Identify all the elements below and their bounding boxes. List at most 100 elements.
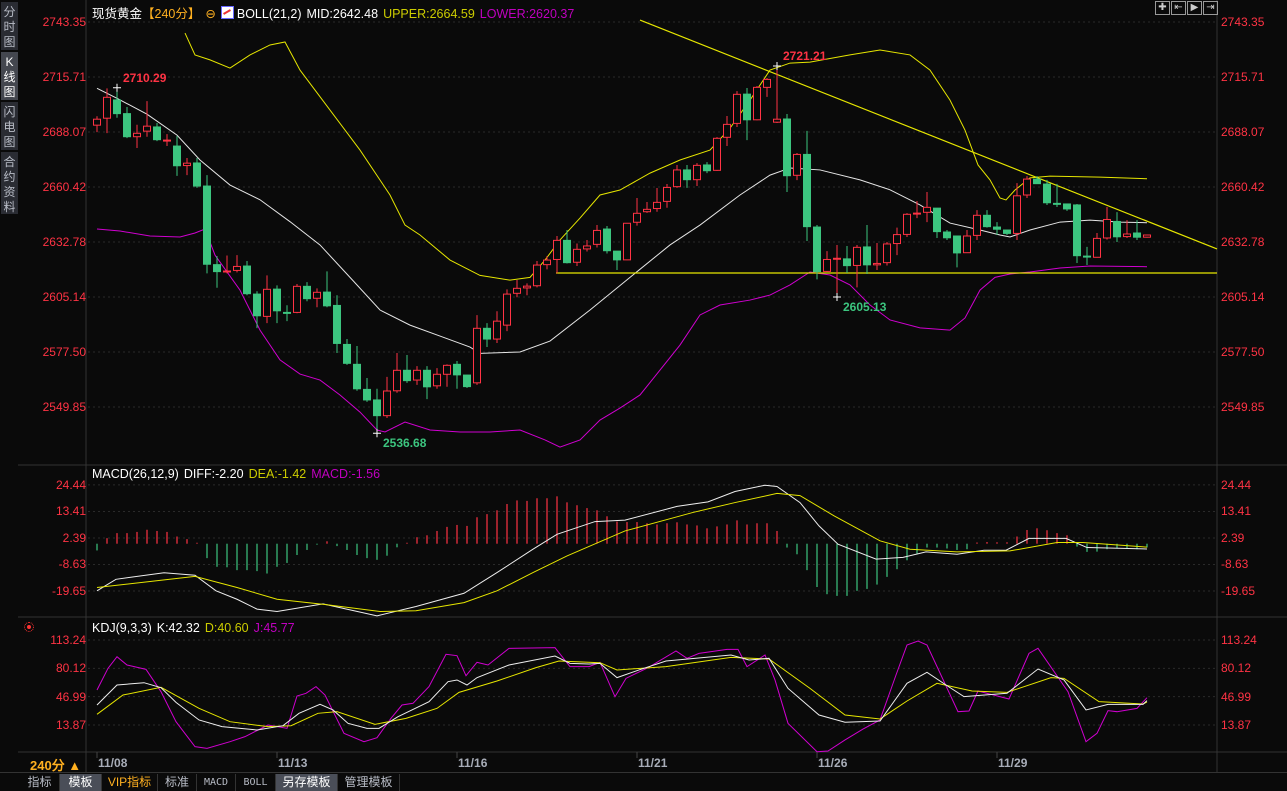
kdj-tick-left: 13.87 bbox=[55, 717, 86, 732]
kdj-k-line bbox=[96, 654, 1148, 731]
candle-up bbox=[413, 369, 421, 381]
candle-down bbox=[813, 226, 821, 273]
tab-vip-indicator[interactable]: VIP指标 bbox=[102, 774, 158, 791]
candle-down bbox=[613, 250, 621, 261]
candle-down bbox=[123, 113, 131, 138]
price-tick-left: 2715.71 bbox=[42, 69, 86, 84]
macd-tick-right: 13.41 bbox=[1221, 504, 1252, 519]
boll-lower-line bbox=[96, 228, 1148, 448]
macd-dea-line bbox=[96, 492, 1148, 613]
candle-down bbox=[603, 228, 611, 252]
candle-up bbox=[653, 201, 661, 210]
crosshair-icon[interactable]: ✚ bbox=[1155, 1, 1170, 15]
macd-tick-right: -8.63 bbox=[1221, 557, 1249, 572]
candle-down bbox=[1113, 220, 1121, 238]
candle-down bbox=[303, 285, 311, 300]
candle-down bbox=[213, 264, 221, 273]
boll-params: BOLL(21,2) bbox=[236, 7, 302, 21]
candle-up bbox=[223, 270, 231, 273]
price-tick-left: 2605.14 bbox=[42, 289, 86, 304]
candle-down bbox=[463, 374, 471, 388]
period-selector[interactable]: 240分 ▲ bbox=[30, 758, 82, 773]
sidebar-tab-flash[interactable]: 闪电图 bbox=[1, 102, 18, 150]
candle-up bbox=[833, 257, 841, 260]
move-right-icon[interactable]: ⇥ bbox=[1203, 1, 1218, 15]
candle-down bbox=[683, 169, 691, 181]
macd-params: MACD(26,12,9) bbox=[92, 467, 179, 481]
zoom-out-icon[interactable]: ▶ bbox=[1187, 1, 1202, 15]
tab-template[interactable]: 模板 bbox=[60, 774, 102, 791]
candle-up bbox=[183, 162, 191, 167]
instrument-name: 现货黄金 bbox=[92, 7, 143, 21]
macd-tick-left: -19.65 bbox=[51, 583, 86, 598]
macd-value: MACD:-1.56 bbox=[311, 467, 381, 481]
candle-down bbox=[1003, 229, 1011, 234]
candle-down bbox=[1083, 255, 1091, 258]
tab-macd[interactable]: MACD bbox=[197, 774, 236, 791]
candle-down bbox=[403, 369, 411, 382]
candle-down bbox=[153, 126, 161, 141]
price-tick-right: 2632.78 bbox=[1221, 235, 1265, 249]
kdj-tick-right: 13.87 bbox=[1221, 717, 1252, 732]
kdj-tick-left: 46.99 bbox=[55, 689, 86, 704]
sidebar-tab-label: 分时图 bbox=[3, 5, 16, 49]
sidebar-tab-contract-info[interactable]: 合约资料 bbox=[1, 152, 18, 214]
candle-down bbox=[953, 235, 961, 254]
candle-up bbox=[873, 262, 881, 266]
tab-manage-template[interactable]: 管理模板 bbox=[338, 774, 400, 791]
candle-up bbox=[883, 243, 891, 264]
candle-down bbox=[843, 258, 851, 267]
candle-up bbox=[523, 285, 531, 289]
kdj-header: KDJ(9,3,3) K:42.32 D:40.60 J:45.77 bbox=[92, 621, 300, 635]
candle-down bbox=[983, 214, 991, 228]
candle-up bbox=[763, 78, 771, 88]
candle-up bbox=[503, 293, 511, 326]
candle-down bbox=[333, 304, 341, 344]
candle-up bbox=[663, 186, 671, 202]
boll-upper-line bbox=[184, 32, 1148, 281]
extreme-marker-icon bbox=[773, 62, 781, 71]
boll-chart-icon bbox=[220, 6, 234, 19]
date-label: 11/13 bbox=[278, 756, 308, 770]
tab-save-template[interactable]: 另存模板 bbox=[276, 774, 338, 791]
candle-up bbox=[163, 139, 171, 142]
candle-up bbox=[793, 153, 801, 176]
extreme-price-label: 2710.29 bbox=[123, 71, 167, 85]
kdj-j: J:45.77 bbox=[253, 621, 295, 635]
date-label: 11/26 bbox=[818, 756, 848, 770]
candle-up bbox=[233, 265, 241, 271]
date-label: 11/21 bbox=[638, 756, 668, 770]
candle-up bbox=[1093, 237, 1101, 258]
price-tick-right: 2605.14 bbox=[1221, 289, 1265, 304]
candle-up bbox=[673, 169, 681, 188]
zoom-in-icon[interactable]: ⇤ bbox=[1171, 1, 1186, 15]
tab-standard[interactable]: 标准 bbox=[158, 774, 197, 791]
macd-tick-right: 24.44 bbox=[1221, 477, 1252, 492]
kdj-d-line bbox=[96, 656, 1148, 728]
kdj-settings-icon[interactable] bbox=[24, 622, 34, 632]
zoom-toggle-icon[interactable]: ⊖ bbox=[205, 7, 216, 21]
tab-indicator[interactable]: 指标 bbox=[20, 774, 60, 791]
candle-down bbox=[203, 185, 211, 265]
candle-down bbox=[353, 363, 361, 390]
candle-up bbox=[493, 320, 501, 340]
price-tick-right: 2715.71 bbox=[1221, 69, 1265, 84]
candle-down bbox=[453, 363, 461, 376]
price-tick-right: 2577.50 bbox=[1221, 344, 1265, 359]
candle-up bbox=[473, 327, 481, 384]
price-tick-left: 2743.35 bbox=[42, 15, 86, 29]
candle-down bbox=[1053, 202, 1061, 205]
tab-boll[interactable]: BOLL bbox=[236, 774, 276, 791]
kdj-tick-right: 80.12 bbox=[1221, 661, 1252, 676]
candle-down bbox=[563, 239, 571, 264]
extreme-price-label: 2605.13 bbox=[843, 300, 887, 314]
price-tick-right: 2660.42 bbox=[1221, 180, 1265, 194]
candle-up bbox=[693, 164, 701, 181]
candle-down bbox=[863, 246, 871, 266]
candle-down bbox=[483, 327, 491, 340]
candle-up bbox=[823, 258, 831, 272]
sidebar-tab-timeshare[interactable]: 分时图 bbox=[1, 2, 18, 50]
candle-up bbox=[313, 291, 321, 299]
